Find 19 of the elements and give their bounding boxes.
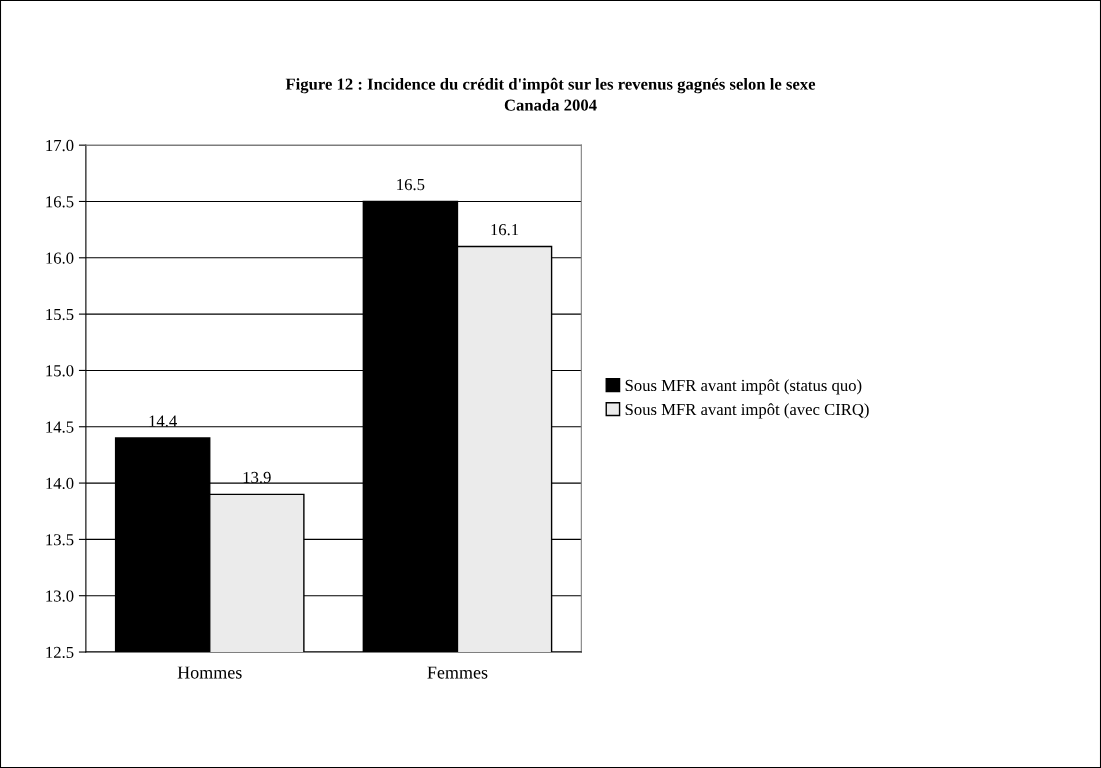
y-tick-label: 12.5 bbox=[46, 646, 74, 659]
y-tick-label: 14.5 bbox=[46, 421, 74, 433]
y-tick-label: 15.5 bbox=[46, 308, 74, 321]
legend-label: Sous MFR avant impôt (avec CIRQ) bbox=[625, 403, 869, 419]
x-tick-label: Femmes bbox=[427, 666, 488, 679]
y-tick-label: 16.5 bbox=[46, 196, 74, 208]
chart-title: Figure 12 : Incidence du crédit d'impôt sur les revenus gagnés selon le sexe Canada 2004 bbox=[285, 77, 816, 111]
x-tick-label: Hommes bbox=[177, 666, 242, 679]
y-tick-label: 13.5 bbox=[46, 534, 74, 546]
data-label: 16.5 bbox=[397, 179, 425, 191]
data-label: 13.9 bbox=[243, 471, 271, 484]
data-label: 14.4 bbox=[149, 415, 177, 427]
data-label: 16.1 bbox=[491, 224, 519, 236]
legend-label: Sous MFR avant impôt (status quo) bbox=[625, 379, 862, 395]
y-tick-label: 17.0 bbox=[46, 139, 74, 152]
y-tick-label: 14.0 bbox=[46, 477, 74, 490]
y-tick-label: 15.0 bbox=[46, 365, 74, 377]
y-tick-label: 13.0 bbox=[46, 590, 74, 602]
y-tick-label: 16.0 bbox=[46, 252, 74, 264]
